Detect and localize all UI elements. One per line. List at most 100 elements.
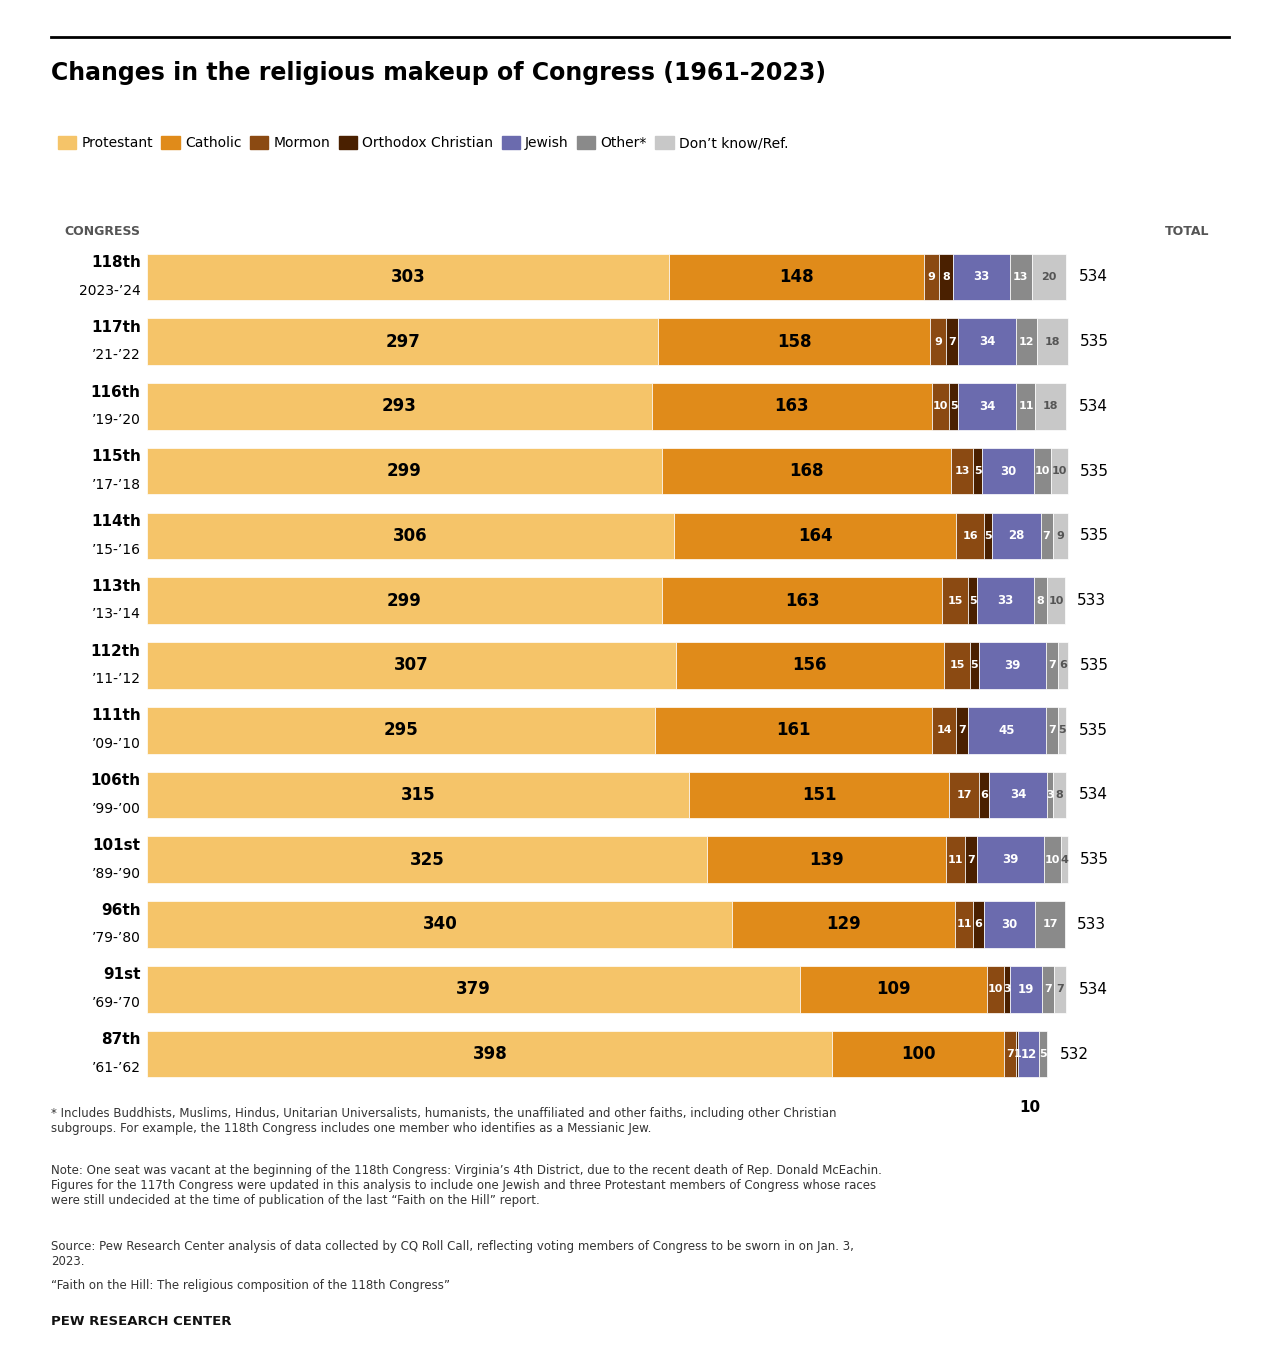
Bar xyxy=(658,318,931,365)
Bar xyxy=(940,254,952,300)
Bar xyxy=(147,708,655,754)
Bar xyxy=(1036,902,1065,948)
Bar xyxy=(1005,1031,1016,1077)
Bar xyxy=(950,383,957,429)
Text: 533: 533 xyxy=(1076,917,1106,932)
Legend: Protestant, Catholic, Mormon, Orthodox Christian, Jewish, Other*, Don’t know/Ref: Protestant, Catholic, Mormon, Orthodox C… xyxy=(52,130,794,156)
Bar xyxy=(832,1031,1005,1077)
Text: 306: 306 xyxy=(393,527,428,545)
Text: 4: 4 xyxy=(1061,854,1069,865)
Text: ’09-’10: ’09-’10 xyxy=(92,737,141,751)
Text: 112th: 112th xyxy=(91,644,141,659)
Text: 115th: 115th xyxy=(91,449,141,464)
Bar xyxy=(942,577,968,623)
Bar xyxy=(957,318,1016,365)
Bar xyxy=(1061,837,1068,883)
Bar xyxy=(946,837,965,883)
Bar xyxy=(147,318,658,365)
Bar xyxy=(968,708,1046,754)
Text: 5: 5 xyxy=(1039,1048,1047,1059)
Text: ’17-’18: ’17-’18 xyxy=(92,478,141,492)
Text: 12: 12 xyxy=(1020,1047,1037,1061)
Text: ’99-’00: ’99-’00 xyxy=(92,801,141,816)
Bar xyxy=(955,902,974,948)
Text: 303: 303 xyxy=(390,268,425,285)
Bar xyxy=(1046,642,1057,689)
Text: 7: 7 xyxy=(1006,1048,1014,1059)
Text: 7: 7 xyxy=(1043,531,1051,540)
Bar xyxy=(1016,1031,1018,1077)
Text: 34: 34 xyxy=(979,399,996,413)
Text: 34: 34 xyxy=(979,335,996,348)
Bar xyxy=(147,383,652,429)
Bar xyxy=(956,708,968,754)
Bar xyxy=(1034,577,1047,623)
Text: ’89-’90: ’89-’90 xyxy=(92,866,141,880)
Text: 16: 16 xyxy=(963,531,978,540)
Text: 13: 13 xyxy=(1012,272,1029,282)
Text: 379: 379 xyxy=(456,980,490,998)
Text: 3: 3 xyxy=(1004,985,1011,994)
Text: 295: 295 xyxy=(384,721,419,739)
Text: 7: 7 xyxy=(948,337,956,346)
Text: ’79-’80: ’79-’80 xyxy=(92,932,141,945)
Bar xyxy=(1042,966,1055,1013)
Text: 534: 534 xyxy=(1079,399,1107,414)
Text: 156: 156 xyxy=(792,656,827,675)
Bar xyxy=(965,837,977,883)
Bar xyxy=(800,966,987,1013)
Text: 39: 39 xyxy=(1004,659,1020,672)
Text: 164: 164 xyxy=(797,527,832,545)
Bar xyxy=(1047,577,1065,623)
Text: 5: 5 xyxy=(974,466,982,477)
Text: 18: 18 xyxy=(1044,337,1060,346)
Text: TOTAL: TOTAL xyxy=(1165,224,1210,238)
Text: 534: 534 xyxy=(1079,788,1107,803)
Text: 87th: 87th xyxy=(101,1032,141,1047)
Bar xyxy=(147,448,662,494)
Bar xyxy=(951,448,974,494)
Text: 139: 139 xyxy=(809,850,844,869)
Text: 113th: 113th xyxy=(91,579,141,593)
Text: 10: 10 xyxy=(1044,854,1060,865)
Bar xyxy=(147,837,707,883)
Bar xyxy=(690,771,950,819)
Text: 114th: 114th xyxy=(91,515,141,530)
Text: 158: 158 xyxy=(777,333,812,350)
Bar xyxy=(147,902,732,948)
Bar xyxy=(982,448,1034,494)
Text: 12: 12 xyxy=(1019,337,1034,346)
Bar xyxy=(952,254,1010,300)
Bar xyxy=(655,708,932,754)
Bar xyxy=(1032,254,1066,300)
Text: 534: 534 xyxy=(1079,269,1107,284)
Bar xyxy=(1047,771,1052,819)
Text: 535: 535 xyxy=(1080,463,1110,478)
Text: 10: 10 xyxy=(933,402,948,411)
Bar xyxy=(987,966,1005,1013)
Text: 315: 315 xyxy=(401,786,435,804)
Bar xyxy=(970,642,979,689)
Text: 34: 34 xyxy=(1010,789,1027,801)
Text: 15: 15 xyxy=(947,596,963,606)
Text: 14: 14 xyxy=(937,725,952,735)
Text: 2023-’24: 2023-’24 xyxy=(79,284,141,297)
Text: 163: 163 xyxy=(774,398,809,416)
Text: 106th: 106th xyxy=(91,773,141,788)
Text: ’19-’20: ’19-’20 xyxy=(92,413,141,428)
Bar xyxy=(1034,448,1051,494)
Text: 398: 398 xyxy=(472,1046,507,1063)
Text: 10: 10 xyxy=(1048,596,1064,606)
Text: 10: 10 xyxy=(1034,466,1050,477)
Bar xyxy=(147,254,668,300)
Text: 91st: 91st xyxy=(104,967,141,982)
Bar xyxy=(932,708,956,754)
Bar xyxy=(675,512,956,559)
Text: 33: 33 xyxy=(997,595,1014,607)
Bar xyxy=(956,512,984,559)
Text: 5: 5 xyxy=(969,596,977,606)
Bar xyxy=(932,383,950,429)
Text: ’69-’70: ’69-’70 xyxy=(92,995,141,1010)
Text: 10: 10 xyxy=(1052,466,1068,477)
Text: 5: 5 xyxy=(970,660,978,671)
